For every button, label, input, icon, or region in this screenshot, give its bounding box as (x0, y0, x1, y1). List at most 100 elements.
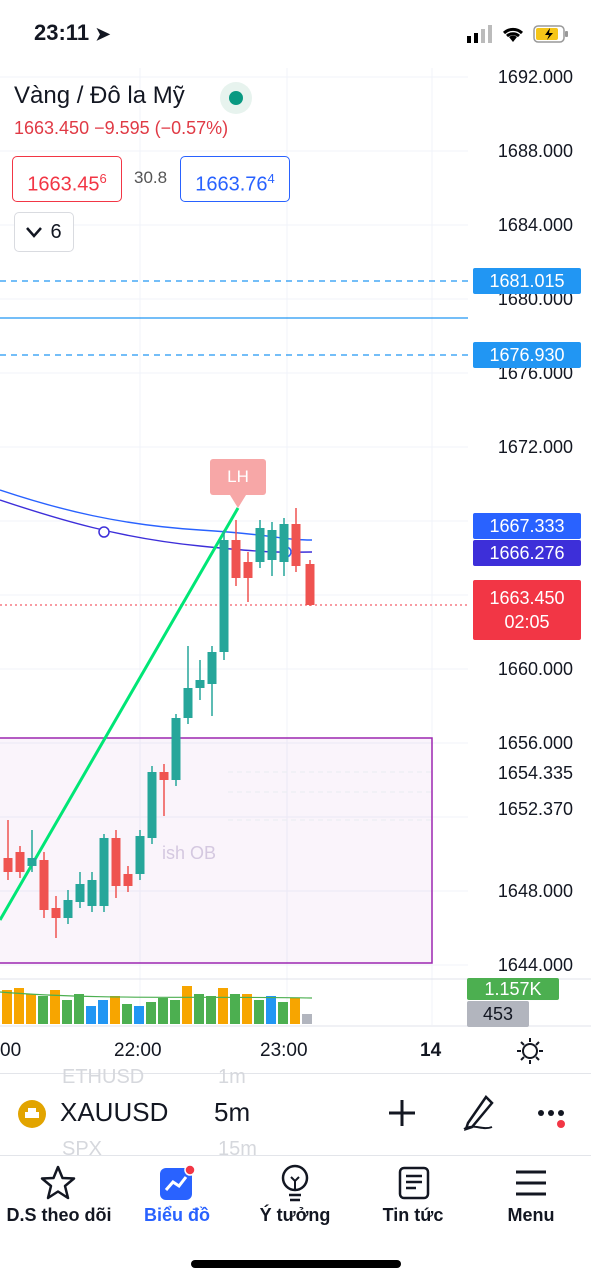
lightbulb-icon (281, 1164, 309, 1202)
candle-body (291, 524, 301, 566)
volume-bar (26, 994, 36, 1024)
time-label: 22:00 (114, 1040, 162, 1061)
indicators-collapse-button[interactable]: 6 (14, 212, 74, 252)
candle-body (183, 688, 193, 718)
price-tick: 1680.000 (497, 289, 573, 309)
buy-button[interactable]: 1663.764 (180, 156, 290, 202)
candle-body (99, 838, 109, 906)
ma-marker (98, 526, 110, 538)
volume-bar (182, 986, 192, 1024)
more-options-icon[interactable] (536, 1106, 572, 1130)
price-tick: 1648.000 (497, 881, 573, 901)
candle-body (51, 908, 61, 918)
chevron-down-icon (26, 227, 43, 238)
price-change: 1663.450 −9.595 (−0.57%) (14, 118, 229, 138)
price-tick: 1656.000 (497, 733, 573, 753)
price-badge-ma1: 1667.333 (473, 513, 581, 539)
candle-body (279, 524, 289, 562)
price-tick: 1652.370 (497, 799, 573, 819)
volume-badge-2: 453 (467, 1001, 529, 1027)
time-label: 23:00 (260, 1040, 308, 1061)
signal-icon (467, 25, 492, 43)
candle-body (159, 772, 169, 780)
gold-symbol-icon (18, 1100, 46, 1128)
chart-settings-gear-icon[interactable] (516, 1037, 544, 1065)
candle-body (305, 564, 315, 605)
time-label: 00 (0, 1040, 22, 1061)
sell-button[interactable]: 1663.456 (12, 156, 122, 202)
divider (0, 1073, 591, 1074)
candle-body (39, 860, 49, 910)
candle-body (147, 772, 157, 838)
add-plus-icon[interactable] (386, 1097, 418, 1129)
price-badge-lower-dash: 1676.930 (473, 342, 581, 368)
candle-body (267, 530, 277, 560)
volume-bar (242, 994, 252, 1024)
volume-bar (98, 1000, 108, 1024)
price-tick: 1688.000 (497, 141, 573, 161)
symbol-legend-title[interactable]: Vàng / Đô la Mỹ (14, 82, 185, 109)
news-icon (398, 1166, 430, 1200)
order-block-zone (0, 737, 433, 964)
last-price-badge: 1663.450 02:05 (473, 580, 581, 640)
pivot-arrow (230, 495, 246, 508)
volume-bar (254, 1000, 264, 1024)
candle-body (87, 880, 97, 906)
volume-bar (110, 996, 120, 1024)
market-status[interactable] (220, 82, 252, 114)
volume-badge-1: 1.157K (467, 978, 559, 1000)
volume-bar (38, 996, 48, 1024)
candle-body (207, 652, 217, 684)
candle-body (135, 836, 145, 874)
symbol-search-button[interactable]: XAUUSD (60, 1097, 169, 1127)
volume-bar (194, 994, 204, 1024)
indicator-count: 6 (50, 220, 62, 243)
volume-bar (134, 1006, 144, 1024)
ghost-symbol: SPX (62, 1138, 103, 1160)
volume-bar (266, 996, 276, 1024)
price-tick: 1692.000 (497, 67, 573, 87)
price-tick: 1676.000 (497, 363, 573, 383)
volume-bar (2, 990, 12, 1024)
price-tick: 1654.335 (497, 763, 573, 783)
candle-body (63, 900, 73, 918)
candle-body (123, 874, 133, 886)
candle-body (15, 852, 25, 872)
hamburger-menu-icon (516, 1170, 546, 1196)
pivot-label-lh: LH (210, 459, 266, 495)
price-tick: 1684.000 (497, 215, 573, 235)
volume-bar (170, 1000, 180, 1024)
price-tick: 1644.000 (497, 955, 573, 975)
home-indicator (191, 1260, 401, 1268)
volume-bar (122, 1004, 132, 1024)
volume-bar (278, 1002, 288, 1024)
candle-body (111, 838, 121, 886)
trend-line (0, 507, 240, 921)
battery-icon (533, 25, 568, 43)
volume-bar (74, 994, 84, 1024)
last-price: 1663.450 (489, 588, 565, 608)
candle-body (3, 858, 13, 872)
market-open-dot-icon (229, 91, 243, 105)
volume-bar (86, 1006, 96, 1024)
candle-body (243, 562, 253, 578)
volume-bar (206, 996, 216, 1024)
spread: 30.8 (134, 168, 168, 187)
candle-body (231, 540, 241, 578)
ghost-interval: 1m (218, 1066, 246, 1088)
wifi-icon (502, 27, 524, 42)
volume-bar (14, 988, 24, 1024)
volume-ma-line (0, 991, 313, 999)
time-label: 14 (420, 1040, 442, 1061)
candle-body (219, 540, 229, 652)
volume-bar (290, 998, 300, 1024)
candle-body (27, 858, 37, 866)
candle-body (195, 680, 205, 688)
drawing-pen-icon[interactable] (460, 1093, 496, 1131)
status-time: 23:11 ➤ (34, 20, 111, 45)
volume-bar (302, 1014, 312, 1024)
volume-bar (158, 998, 168, 1024)
chart-icon (160, 1164, 196, 1200)
ghost-interval: 15m (218, 1138, 257, 1160)
interval-button[interactable]: 5m (214, 1097, 251, 1127)
